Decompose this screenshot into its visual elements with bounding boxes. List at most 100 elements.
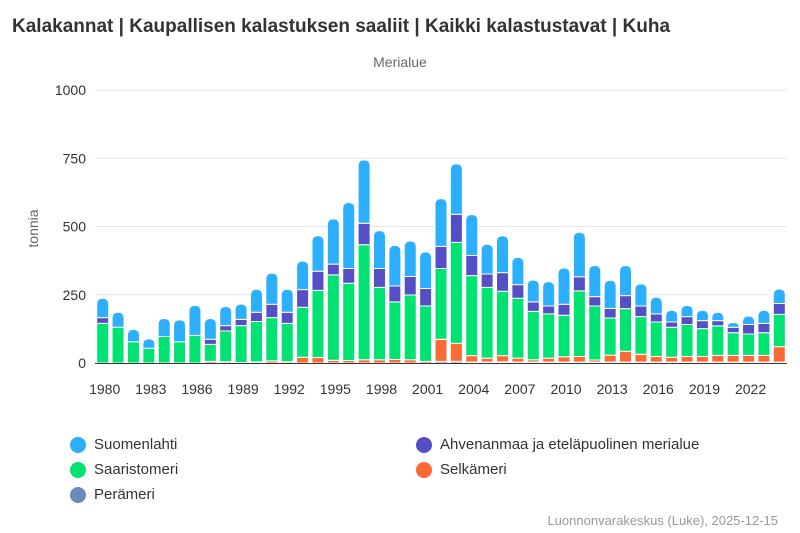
bar-segment[interactable] [695,309,709,322]
bar-segment[interactable] [96,317,110,324]
bar-segment[interactable] [711,311,725,322]
bar-segment[interactable] [265,317,279,362]
bar-segment[interactable] [311,235,325,272]
bar-segment[interactable] [511,256,525,286]
bar-segment[interactable] [342,268,356,284]
bar-segment[interactable] [296,289,310,308]
bar-segment[interactable] [496,355,510,363]
bar-segment[interactable] [311,289,325,359]
bar-segment[interactable] [234,318,248,327]
bar-segment[interactable] [249,311,263,323]
bar-segment[interactable] [711,354,725,363]
bar-segment[interactable] [357,159,371,224]
bar-segment[interactable] [772,288,786,304]
bar-segment[interactable] [572,276,586,292]
bar-segment[interactable] [449,163,463,215]
bar-segment[interactable] [449,342,463,362]
bar-segment[interactable] [496,235,510,274]
bar-segment[interactable] [403,294,417,361]
bar-segment[interactable] [603,317,617,356]
bar-segment[interactable] [711,320,725,327]
bar-segment[interactable] [619,295,633,310]
bar-segment[interactable] [449,241,463,344]
bar-segment[interactable] [742,333,756,356]
bar-segment[interactable] [619,308,633,352]
bar-segment[interactable] [203,318,217,340]
bar-segment[interactable] [680,304,694,318]
bar-segment[interactable] [511,284,525,299]
bar-segment[interactable] [526,279,540,303]
bar-segment[interactable] [711,325,725,356]
bar-segment[interactable] [388,285,402,303]
bar-segment[interactable] [419,287,433,307]
bar-segment[interactable] [649,296,663,315]
bar-segment[interactable] [173,319,187,343]
bar-segment[interactable] [757,332,771,356]
bar-segment[interactable] [695,320,709,330]
bar-segment[interactable] [665,321,679,328]
bar-segment[interactable] [572,290,586,357]
bar-segment[interactable] [96,297,110,319]
legend-item-suomenlahti[interactable]: Suomenlahti [70,436,177,453]
bar-segment[interactable] [326,274,340,361]
bar-segment[interactable] [480,243,494,275]
bar-segment[interactable] [465,275,479,357]
bar-segment[interactable] [372,268,386,288]
bar-segment[interactable] [726,332,740,356]
bar-segment[interactable] [742,354,756,363]
bar-segment[interactable] [296,356,310,364]
bar-segment[interactable] [742,315,756,326]
bar-segment[interactable] [572,355,586,363]
bar-segment[interactable] [726,354,740,363]
bar-segment[interactable] [680,316,694,326]
bar-segment[interactable] [188,334,202,364]
bar-segment[interactable] [434,268,448,340]
bar-segment[interactable] [342,201,356,270]
bar-segment[interactable] [542,357,556,363]
bar-segment[interactable] [372,230,386,270]
bar-segment[interactable] [726,322,740,328]
bar-segment[interactable] [265,303,279,319]
bar-segment[interactable] [296,306,310,358]
bar-segment[interactable] [480,273,494,288]
bar-segment[interactable] [311,357,325,364]
bar-segment[interactable] [449,213,463,243]
bar-segment[interactable] [173,341,187,364]
bar-segment[interactable] [219,325,233,332]
bar-segment[interactable] [603,279,617,309]
bar-segment[interactable] [588,296,602,307]
bar-segment[interactable] [419,251,433,289]
bar-segment[interactable] [296,260,310,291]
bar-segment[interactable] [96,322,110,364]
bar-segment[interactable] [142,347,156,364]
credit-text[interactable]: Luonnonvarakeskus (Luke), 2025-12-15 [547,513,778,528]
bar-segment[interactable] [126,341,140,364]
bar-segment[interactable] [434,245,448,270]
bar-segment[interactable] [403,240,417,277]
bar-segment[interactable] [465,355,479,363]
bar-segment[interactable] [219,330,233,363]
bar-segment[interactable] [157,336,171,364]
bar-segment[interactable] [388,358,402,364]
bar-segment[interactable] [526,310,540,361]
bar-segment[interactable] [757,322,771,334]
bar-segment[interactable] [465,213,479,256]
bar-segment[interactable] [695,355,709,363]
legend-item-selkameri[interactable]: Selkämeri [416,461,507,478]
bar-segment[interactable] [496,290,510,357]
bar-segment[interactable] [234,303,248,320]
bar-segment[interactable] [757,354,771,363]
bar-segment[interactable] [357,222,371,246]
bar-segment[interactable] [480,286,494,359]
bar-segment[interactable] [572,231,586,278]
bar-segment[interactable] [111,311,125,328]
bar-segment[interactable] [311,270,325,291]
bar-segment[interactable] [280,311,294,324]
bar-segment[interactable] [772,302,786,315]
bar-segment[interactable] [680,355,694,363]
bar-segment[interactable] [542,313,556,359]
bar-segment[interactable] [649,321,663,357]
bar-segment[interactable] [557,267,571,305]
bar-segment[interactable] [326,218,340,265]
bar-segment[interactable] [634,305,648,318]
